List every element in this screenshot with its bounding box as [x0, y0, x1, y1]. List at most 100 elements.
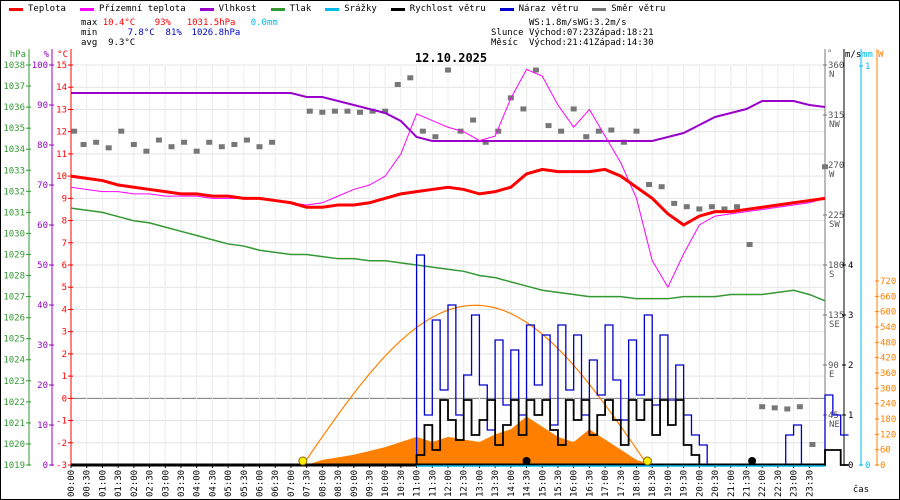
time-tick-label: 01:00 [98, 470, 108, 497]
wind-direction-point [708, 204, 715, 210]
time-tick-label: 22:30 [774, 470, 784, 497]
temperature-tick-label: 14 [56, 83, 67, 93]
time-tick-label: 15:30 [554, 470, 564, 497]
wind-direction-point [218, 144, 225, 150]
temperature-line [70, 167, 826, 227]
direction-name-label: NE [829, 420, 840, 430]
wind-direction-point [771, 405, 778, 411]
wind-direction-point [482, 139, 489, 145]
wind-direction-point [331, 108, 338, 114]
wind-direction-point [306, 108, 313, 114]
min-temp: 7.8°C [127, 28, 155, 38]
temperature-tick-label: 5 [62, 283, 67, 293]
humidity-tick-label: 0 [43, 461, 48, 471]
wind-speed-line [415, 399, 849, 466]
pressure-tick-label: 1035 [3, 124, 25, 134]
wind-tick-label: 2 [848, 361, 853, 371]
wind-direction-point [734, 204, 741, 210]
legend: Teplota Přízemní teplota Vlhkost Tlak Sr… [9, 4, 679, 14]
time-tick-label: 17:30 [617, 470, 627, 497]
humidity-tick-label: 20 [37, 381, 48, 391]
humidity-tick-label: 60 [37, 221, 48, 231]
time-tick-label: 16:30 [585, 470, 595, 497]
time-tick-label: 22:00 [758, 470, 768, 497]
time-tick-label: 03:00 [161, 470, 171, 497]
time-tick-label: 12:00 [444, 470, 454, 497]
legend-swatch [9, 7, 23, 11]
humidity-tick-label: 100 [32, 61, 48, 71]
legend-swatch [499, 7, 514, 11]
legend-label: Srážky [344, 4, 377, 14]
humidity-tick-label: 50 [37, 261, 48, 271]
wind-direction-point [759, 404, 766, 410]
wind-direction-point [407, 75, 414, 81]
time-tick-label: 06:30 [271, 470, 281, 497]
temperature-tick-label: 0 [62, 394, 67, 404]
legend-label: Vlhkost [218, 4, 257, 14]
wind-direction-point [243, 137, 250, 143]
wind-direction-point [495, 128, 502, 134]
time-tick-label: 07:00 [287, 470, 297, 497]
sunset: Západ:18:21 [593, 28, 654, 38]
radiation-tick-label: 420 [880, 354, 896, 364]
sun-event-marker [298, 456, 308, 466]
temperature-tick-label: 8 [62, 217, 67, 227]
temperature-tick-label: 2 [62, 350, 67, 360]
wind-direction-point [419, 128, 426, 134]
wind-direction-point [445, 67, 451, 73]
wind-direction-point [181, 139, 188, 145]
wind-direction-point [608, 127, 615, 133]
pressure-tick-label: 1019 [3, 461, 25, 471]
temperature-tick-label: -2 [56, 439, 67, 449]
rain-tick-label: 0 [865, 461, 870, 471]
time-tick-label: 05:00 [224, 470, 234, 497]
time-tick-label: 18:30 [648, 470, 658, 497]
max-humidity: 93% [154, 18, 171, 28]
time-tick-label: 08:00 [318, 470, 328, 497]
direction-name-label: S [829, 270, 834, 280]
x-axis-label: čas [853, 484, 869, 495]
radiation-tick-label: 60 [880, 446, 891, 456]
max-pressure: 1031.5hPa [186, 18, 236, 28]
pressure-tick-label: 1029 [3, 250, 25, 260]
wind-direction-point [746, 242, 753, 247]
rain-tick-label: 1 [865, 62, 870, 72]
direction-axis-unit: ° [827, 49, 832, 59]
wind-direction-point [71, 128, 78, 134]
wind-direction-point [620, 139, 627, 145]
time-tick-label: 13:00 [475, 470, 485, 497]
legend-item-apparent-temperature: Přízemní teplota [79, 4, 186, 14]
radiation-tick-label: 180 [880, 415, 896, 425]
wind-tick-label: 0 [848, 461, 853, 471]
pressure-tick-label: 1030 [3, 229, 25, 239]
time-tick-label: 12:30 [460, 470, 470, 497]
legend-label: Rychlost větru [409, 4, 486, 14]
radiation-tick-label: 660 [880, 292, 896, 302]
wind-direction-point [683, 204, 690, 210]
wind-direction-point [658, 184, 665, 190]
time-tick-label: 13:30 [491, 470, 501, 497]
time-tick-label: 11:30 [428, 470, 438, 497]
pressure-axis-unit: hPa [10, 50, 26, 60]
wind-direction-point [105, 145, 112, 151]
astro-block: WS:1.8m/sWG:3.2m/s Slunce Východ:07:23Zá… [491, 18, 654, 48]
pressure-tick-label: 1022 [3, 398, 25, 408]
humidity-line [71, 92, 826, 142]
wind-direction-point [545, 123, 552, 129]
time-tick-label: 05:30 [240, 470, 250, 497]
wind-direction-point [269, 139, 276, 145]
legend-swatch [79, 7, 94, 11]
wind-direction-point [721, 206, 728, 212]
time-tick-label: 04:00 [193, 470, 203, 497]
temperature-tick-label: 6 [62, 261, 67, 271]
radiation-tick-label: 120 [880, 430, 896, 440]
chart-title: 12.10.2025 [415, 51, 487, 65]
legend-swatch [199, 7, 214, 11]
wind-direction-point [671, 200, 678, 206]
moon-label: Měsíc [491, 38, 519, 48]
radiation-tick-label: 300 [880, 384, 896, 394]
temperature-tick-label: 12 [56, 128, 67, 138]
sun-event-marker [642, 456, 652, 466]
